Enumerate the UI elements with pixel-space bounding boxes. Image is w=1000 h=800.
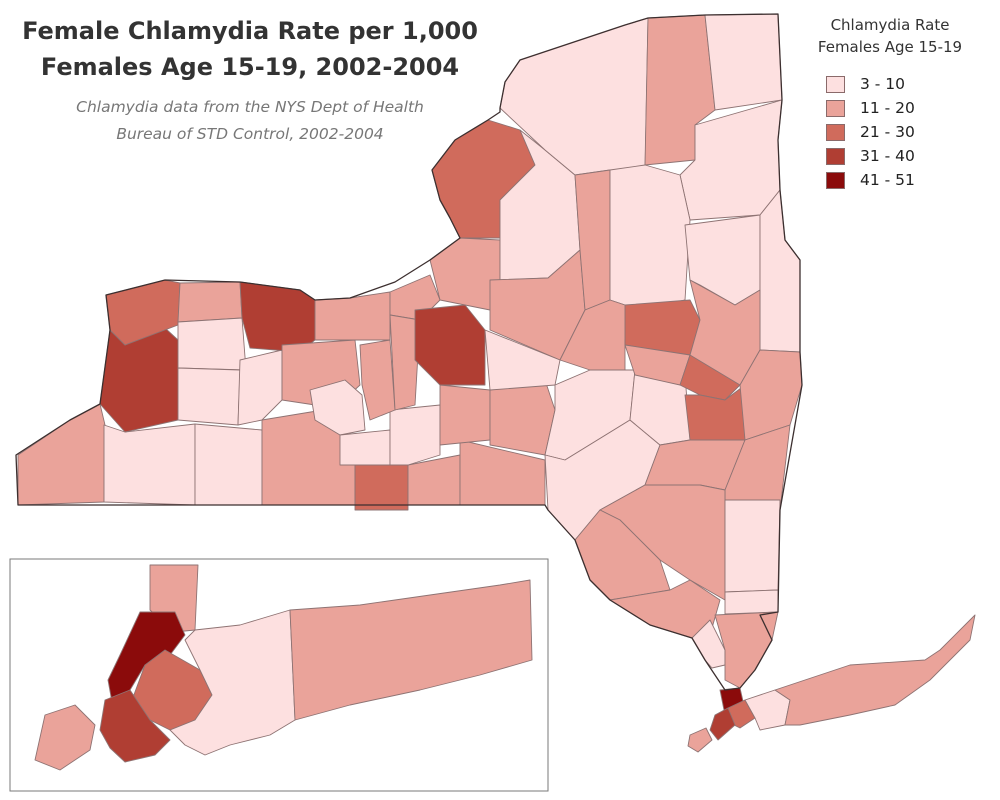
county-region	[704, 13, 783, 111]
county-region	[34, 704, 96, 771]
county-region	[559, 299, 641, 371]
map-subtitle-line-2: Bureau of STD Control, 2002-2004	[116, 125, 384, 143]
county-region	[177, 367, 241, 426]
county-region	[354, 464, 409, 511]
county-region	[17, 403, 106, 506]
legend-label: 21 - 30	[860, 123, 915, 141]
legend-title-line-1: Chlamydia Rate	[830, 16, 950, 34]
county-regions	[17, 13, 976, 771]
map-subtitle-line-1: Chlamydia data from the NYS Dept of Heal…	[76, 98, 424, 116]
county-region	[389, 404, 441, 466]
county-region	[103, 423, 196, 506]
county-region	[289, 579, 533, 721]
county-region	[237, 349, 283, 426]
county-region	[99, 689, 171, 763]
county-region	[724, 589, 779, 615]
county-region	[107, 611, 186, 703]
county-region	[759, 189, 801, 353]
county-region	[359, 339, 396, 421]
county-region	[177, 281, 243, 323]
inset-frame	[9, 558, 549, 792]
county-region	[774, 614, 976, 726]
legend-title-line-2: Females Age 15-19	[817, 38, 963, 56]
county-region	[177, 317, 247, 371]
legend-swatch	[826, 76, 845, 93]
county-region	[414, 304, 486, 386]
county-region	[99, 327, 179, 433]
county-region	[489, 379, 556, 456]
county-region	[609, 164, 691, 311]
legend-label: 41 - 51	[860, 171, 915, 189]
county-region	[439, 384, 491, 446]
map-title-line-2: Females Age 15-19, 2002-2004	[40, 53, 460, 81]
legend-swatch	[826, 100, 845, 117]
legend-swatch	[826, 172, 845, 189]
map-title-line-1: Female Chlamydia Rate per 1,000	[22, 17, 478, 45]
county-region	[687, 727, 713, 753]
county-region	[339, 429, 391, 466]
legend-label: 11 - 20	[860, 99, 915, 117]
county-region	[724, 499, 781, 593]
state-outline	[15, 13, 803, 691]
county-region	[709, 707, 736, 741]
county-region	[429, 237, 501, 311]
county-region	[389, 314, 421, 411]
legend-swatch	[826, 148, 845, 165]
county-region	[309, 379, 366, 436]
legend-label: 31 - 40	[860, 147, 915, 165]
county-region	[194, 423, 263, 506]
legend-label: 3 - 10	[860, 75, 906, 93]
legend-swatch	[826, 124, 845, 141]
